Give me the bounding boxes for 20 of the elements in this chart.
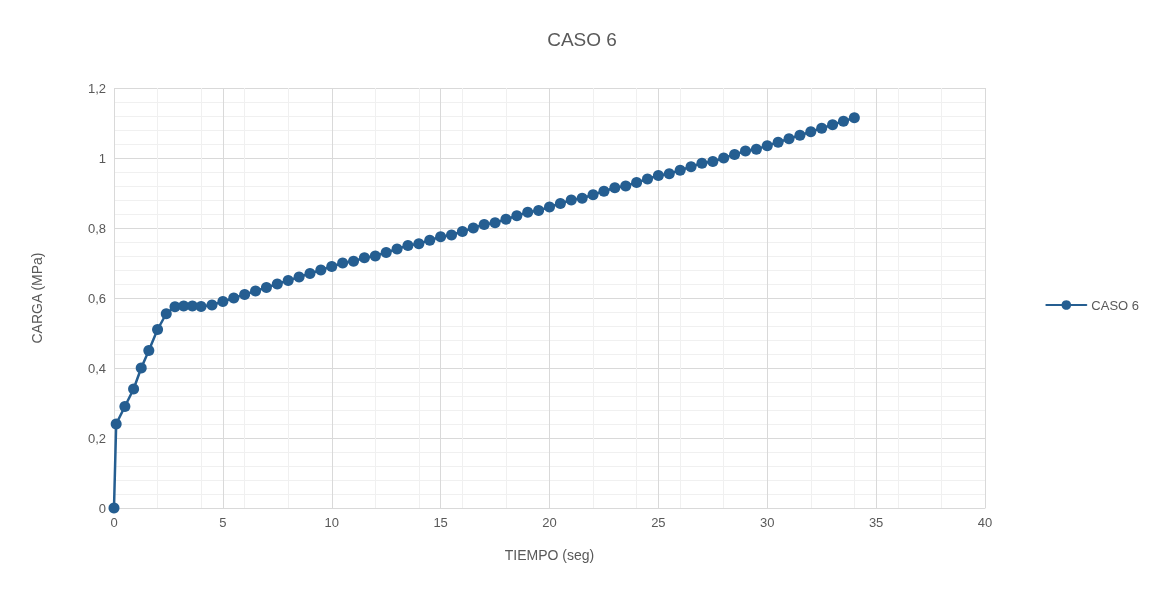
x-tick-label: 0 [110,515,118,530]
y-axis-title: CARGA (MPa) [29,252,45,344]
y-tick-label: 0,4 [87,360,106,376]
y-tick-label: 0,2 [87,430,106,446]
x-tick-label: 40 [977,515,993,530]
y-tick-label: 1 [98,150,106,166]
chart-title: CASO 6 [547,29,617,50]
x-tick-label: 25 [651,515,666,530]
legend-label: CASO 6 [1091,297,1139,313]
x-tick-label: 10 [324,515,339,530]
y-tick-label: 0 [98,500,106,516]
x-tick-label: 20 [542,515,557,530]
x-tick-label: 30 [760,515,775,530]
x-tick-label: 35 [868,515,884,530]
x-axis-title: TIEMPO (seg) [504,547,595,563]
x-tick-label: 5 [219,515,227,530]
y-tick-label: 1,2 [87,80,106,96]
y-tick-label: 0,8 [87,220,106,236]
x-tick-label: 15 [433,515,448,530]
y-tick-label: 0,6 [87,290,106,306]
